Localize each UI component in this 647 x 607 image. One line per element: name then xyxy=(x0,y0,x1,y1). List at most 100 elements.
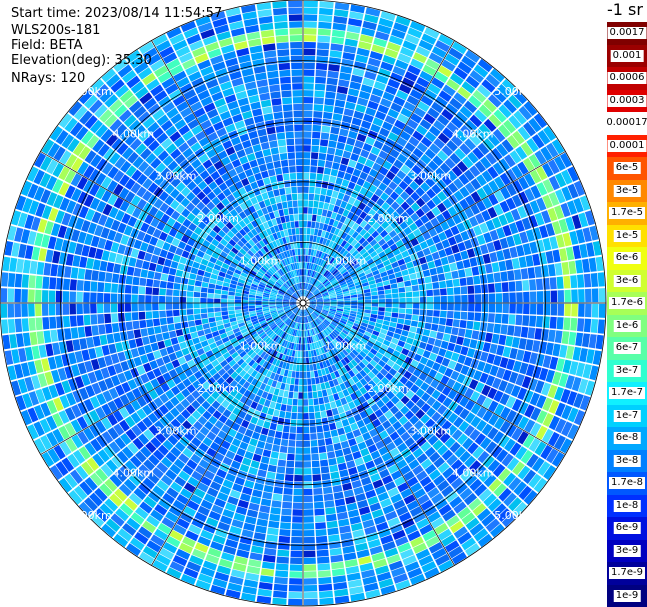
range-gate-cell xyxy=(319,376,324,384)
range-gate-cell xyxy=(78,501,93,517)
range-gate-cell xyxy=(193,308,201,315)
range-gate-cell xyxy=(198,459,210,470)
range-gate-cell xyxy=(318,445,327,453)
range-gate-cell xyxy=(330,304,337,307)
range-gate-cell xyxy=(303,227,307,235)
range-gate-cell xyxy=(207,308,214,313)
range-gate-cell xyxy=(132,320,140,330)
range-gate-cell xyxy=(307,214,312,221)
range-gate-cell xyxy=(417,321,425,329)
range-gate-cell xyxy=(290,356,295,364)
range-gate-cell xyxy=(258,164,267,172)
range-gate-cell xyxy=(225,589,241,599)
range-gate-cell xyxy=(110,303,118,313)
range-gate-cell xyxy=(193,297,200,303)
range-gate-cell xyxy=(525,364,535,377)
range-gate-cell xyxy=(337,360,344,368)
range-gate-cell xyxy=(300,351,303,358)
range-gate-cell xyxy=(427,337,436,345)
range-gate-cell xyxy=(306,330,309,337)
range-gate-cell xyxy=(356,314,363,319)
range-gate-cell xyxy=(290,557,303,565)
range-gate-cell xyxy=(45,249,54,263)
range-gate-cell xyxy=(307,315,311,323)
range-gate-cell xyxy=(250,370,258,378)
range-gate-cell xyxy=(234,306,242,310)
range-gate-cell xyxy=(349,516,361,525)
range-gate-cell xyxy=(520,326,529,338)
range-gate-cell xyxy=(412,447,424,459)
range-gate-cell xyxy=(308,306,314,311)
range-gate-cell xyxy=(396,323,404,330)
range-gate-cell xyxy=(288,335,293,342)
range-gate-cell xyxy=(165,423,176,434)
range-gate-cell xyxy=(201,318,209,325)
range-gate-cell xyxy=(473,464,487,478)
range-gate-cell xyxy=(365,489,377,499)
range-gate-cell xyxy=(323,486,333,495)
range-gate-cell xyxy=(281,347,286,354)
range-gate-cell xyxy=(150,509,164,522)
range-gate-cell xyxy=(337,462,347,471)
range-gate-cell xyxy=(466,348,476,358)
range-gate-cell xyxy=(145,311,153,319)
range-gate-cell xyxy=(362,432,372,441)
range-gate-cell xyxy=(411,314,419,321)
range-gate-cell xyxy=(509,303,516,314)
range-gate-cell xyxy=(332,22,347,31)
range-gate-cell xyxy=(65,340,74,353)
range-gate-cell xyxy=(200,287,208,293)
range-gate-cell xyxy=(541,382,552,396)
range-gate-cell xyxy=(126,517,141,531)
range-gate-cell xyxy=(161,456,173,468)
range-gate-cell xyxy=(424,375,434,385)
range-gate-cell xyxy=(186,459,198,470)
range-gate-cell xyxy=(426,396,436,407)
range-gate-cell xyxy=(453,252,462,262)
range-gate-cell xyxy=(221,424,231,434)
range-gate-cell xyxy=(159,310,166,318)
range-gate-cell xyxy=(512,413,523,426)
range-gate-cell xyxy=(273,111,283,120)
range-gate-cell xyxy=(415,409,425,420)
range-gate-cell xyxy=(289,363,294,371)
range-gate-cell xyxy=(42,276,50,289)
range-gate-cell xyxy=(291,328,295,336)
range-gate-cell xyxy=(196,385,206,395)
range-gate-cell xyxy=(173,309,180,317)
range-gate-cell xyxy=(289,328,294,335)
range-gate-cell xyxy=(369,317,377,323)
range-gate-cell xyxy=(406,337,414,345)
range-gate-cell xyxy=(319,324,325,331)
range-gate-cell xyxy=(261,406,269,414)
range-gate-cell xyxy=(278,535,290,544)
range-gate-cell xyxy=(326,327,332,334)
range-gate-cell xyxy=(291,69,303,76)
range-gate-cell xyxy=(426,303,434,310)
range-gate-cell xyxy=(592,350,602,365)
range-gate-cell xyxy=(21,289,28,303)
range-gate-cell xyxy=(222,479,234,489)
range-gate-cell xyxy=(394,410,404,420)
range-gate-cell xyxy=(197,330,205,337)
range-gate-cell xyxy=(200,529,214,540)
range-gate-cell xyxy=(319,452,328,460)
range-gate-cell xyxy=(362,519,375,529)
range-gate-cell xyxy=(195,275,204,282)
range-gate-cell xyxy=(324,319,331,325)
range-gate-cell xyxy=(165,469,177,481)
range-gate-cell xyxy=(492,377,502,389)
range-gate-cell xyxy=(159,547,175,560)
range-gate-cell xyxy=(284,333,289,341)
range-gate-cell xyxy=(315,348,320,356)
range-gate-cell xyxy=(296,165,303,173)
range-gate-cell xyxy=(303,351,306,358)
range-gate-cell xyxy=(442,467,455,479)
range-gate-cell xyxy=(295,371,300,378)
range-gate-cell xyxy=(305,255,308,262)
range-gate-cell xyxy=(251,362,259,370)
range-gate-cell xyxy=(389,354,398,363)
range-gate-cell xyxy=(180,488,193,499)
range-gate-cell xyxy=(334,362,341,370)
range-gate-cell xyxy=(308,336,312,344)
